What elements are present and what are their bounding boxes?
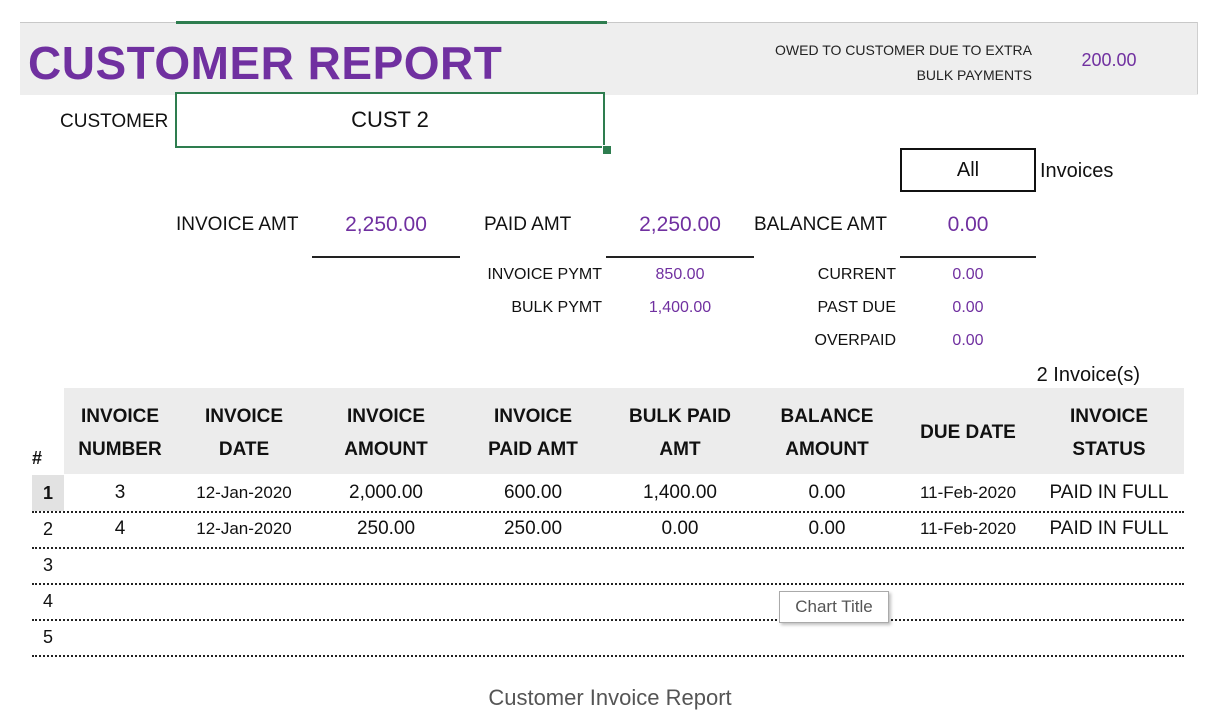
balance-amt-underline <box>900 256 1036 258</box>
cell-invoice-amount[interactable]: 2,000.00 <box>349 482 423 503</box>
table-row: 1 3 12-Jan-2020 2,000.00 600.00 1,400.00 0.00 1… <box>32 475 1184 513</box>
overpaid-value[interactable]: 0.00 <box>952 332 984 349</box>
header-due-date: DUE DATE <box>920 422 1016 443</box>
customer-select-cell[interactable]: CUST 2 <box>175 92 605 148</box>
cell-invoice-paid-amt[interactable] <box>460 547 606 583</box>
cell-invoice-paid-amt[interactable] <box>460 619 606 655</box>
cell-invoice-paid-amt[interactable]: 600.00 <box>503 482 563 503</box>
cell-invoice-number[interactable] <box>64 547 176 583</box>
invoice-pymt-label: INVOICE PYMT <box>487 266 602 283</box>
cell-invoice-amount[interactable]: 250.00 <box>356 518 416 539</box>
table-row: 5 <box>32 619 1184 657</box>
past-due-value[interactable]: 0.00 <box>952 299 984 316</box>
cell-bulk-paid-amt[interactable]: 0.00 <box>661 518 699 539</box>
current-value[interactable]: 0.00 <box>952 266 984 283</box>
cell-invoice-date[interactable] <box>176 547 312 583</box>
balance-amt-value[interactable]: 0.00 <box>947 213 989 236</box>
cell-invoice-date[interactable] <box>176 583 312 619</box>
paid-amt-underline <box>606 256 754 258</box>
cell-invoice-status[interactable]: PAID IN FULL <box>1049 518 1169 539</box>
cell-due-date[interactable] <box>900 619 1036 655</box>
cell-invoice-status[interactable]: PAID IN FULL <box>1049 482 1169 503</box>
owed-to-customer-value[interactable]: 200.00 <box>1081 50 1137 70</box>
invoice-pymt-value[interactable]: 850.00 <box>655 266 705 283</box>
cell-balance-amount[interactable]: 0.00 <box>808 518 846 539</box>
cell-invoice-paid-amt[interactable] <box>460 583 606 619</box>
customer-label: CUSTOMER <box>60 111 169 132</box>
image-caption: Customer Invoice Report <box>488 685 732 710</box>
header-bulk-paid-amt: BULK PAID AMT <box>628 406 732 460</box>
cell-due-date[interactable]: 11-Feb-2020 <box>919 483 1017 502</box>
cell-balance-amount[interactable] <box>754 619 900 655</box>
cell-invoice-status[interactable] <box>1036 583 1182 619</box>
paid-amt-label: PAID AMT <box>484 214 572 235</box>
table-header-band <box>64 388 1184 474</box>
header-invoice-paid-amt: INVOICE PAID AMT <box>488 406 578 460</box>
header-invoice-amount: INVOICE AMOUNT <box>344 406 428 460</box>
balance-amt-label: BALANCE AMT <box>754 214 888 235</box>
sheet-edge-divider <box>1197 22 1198 94</box>
cell-due-date[interactable] <box>900 547 1036 583</box>
row-number-header: # <box>32 448 43 468</box>
report-header-band <box>20 22 1198 95</box>
table-row: 4 <box>32 583 1184 621</box>
cell-bulk-paid-amt[interactable] <box>606 619 754 655</box>
row-number[interactable]: 3 <box>42 554 53 575</box>
cell-invoice-amount[interactable] <box>312 619 460 655</box>
owed-to-customer-label: OWED TO CUSTOMER DUE TO EXTRA BULK PAYME… <box>775 42 1032 83</box>
cell-invoice-date[interactable]: 12-Jan-2020 <box>196 519 292 538</box>
cell-due-date[interactable] <box>900 583 1036 619</box>
header-invoice-status: INVOICE STATUS <box>1069 406 1149 460</box>
cell-invoice-number[interactable]: 3 <box>114 482 126 503</box>
bulk-pymt-value[interactable]: 1,400.00 <box>648 299 712 316</box>
invoice-count: 2 Invoice(s) <box>1036 364 1140 386</box>
current-label: CURRENT <box>817 266 896 283</box>
cell-bulk-paid-amt[interactable] <box>606 547 754 583</box>
table-row: 2 4 12-Jan-2020 250.00 250.00 0.00 0.00 11-Feb-… <box>32 511 1184 549</box>
row-number[interactable]: 1 <box>32 475 64 511</box>
cell-invoice-amount[interactable] <box>312 583 460 619</box>
paid-amt-value[interactable]: 2,250.00 <box>639 213 721 236</box>
cell-invoice-status[interactable] <box>1036 619 1182 655</box>
report-title: CUSTOMER REPORT <box>28 37 503 89</box>
header-invoice-number: INVOICE NUMBER <box>78 406 162 460</box>
selected-column-indicator <box>176 21 607 24</box>
cell-invoice-status[interactable] <box>1036 547 1182 583</box>
cell-balance-amount[interactable]: 0.00 <box>808 482 846 503</box>
cell-invoice-date[interactable] <box>176 619 312 655</box>
invoice-amt-underline <box>312 256 460 258</box>
cell-bulk-paid-amt[interactable] <box>606 583 754 619</box>
bulk-pymt-label: BULK PYMT <box>511 299 602 316</box>
cell-invoice-number[interactable] <box>64 583 176 619</box>
cell-due-date[interactable]: 11-Feb-2020 <box>919 519 1017 538</box>
cell-invoice-date[interactable]: 12-Jan-2020 <box>196 483 292 502</box>
cell-invoice-amount[interactable] <box>312 547 460 583</box>
row-number[interactable]: 4 <box>42 590 53 611</box>
cell-fill-handle[interactable] <box>602 145 612 155</box>
row-number[interactable]: 5 <box>42 626 53 647</box>
cell-invoice-number[interactable]: 4 <box>114 518 126 539</box>
invoice-amt-value[interactable]: 2,250.00 <box>345 213 427 236</box>
header-invoice-date: INVOICE DATE <box>204 406 284 460</box>
header-balance-amount: BALANCE AMOUNT <box>780 406 874 460</box>
past-due-label: PAST DUE <box>817 299 896 316</box>
table-row: 3 <box>32 547 1184 585</box>
row-number[interactable]: 2 <box>42 518 53 539</box>
invoice-filter-label: Invoices <box>1040 160 1114 182</box>
cell-bulk-paid-amt[interactable]: 1,400.00 <box>643 482 717 503</box>
chart-title-tooltip[interactable]: Chart Title <box>779 591 889 623</box>
invoice-filter-cell[interactable]: All <box>900 148 1036 192</box>
cell-invoice-paid-amt[interactable]: 250.00 <box>503 518 563 539</box>
overpaid-label: OVERPAID <box>814 332 897 349</box>
cell-balance-amount[interactable] <box>754 547 900 583</box>
invoice-amt-label: INVOICE AMT <box>176 214 299 235</box>
cell-invoice-number[interactable] <box>64 619 176 655</box>
